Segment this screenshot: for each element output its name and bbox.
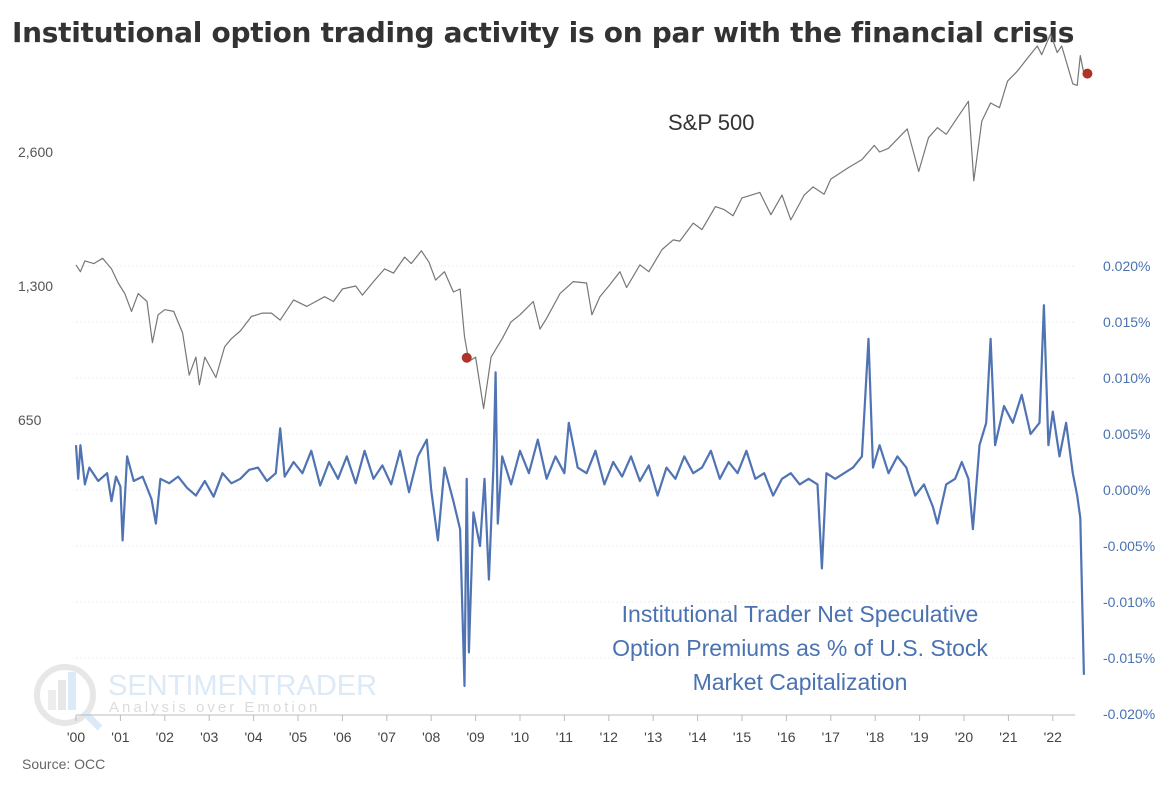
- x-axis-tick-label: '20: [955, 729, 973, 745]
- x-axis-tick-label: '04: [244, 729, 262, 745]
- x-axis-tick-label: '02: [156, 729, 174, 745]
- x-axis-tick-label: '19: [910, 729, 928, 745]
- left-axis-tick-label: 650: [18, 412, 42, 428]
- left-axis-tick-label: 1,300: [18, 278, 53, 294]
- sp500-label: S&P 500: [668, 110, 754, 135]
- x-axis-tick-label: '09: [466, 729, 484, 745]
- watermark-logo-icon: [34, 664, 96, 726]
- sp500-line: [75, 33, 1085, 410]
- x-axis-tick-label: '01: [111, 729, 129, 745]
- x-axis-tick-label: '21: [999, 729, 1017, 745]
- x-axis-tick-label: '05: [289, 729, 307, 745]
- x-axis-tick-label: '15: [733, 729, 751, 745]
- sp500-marker-dot: [461, 352, 472, 363]
- source-note: Source: OCC: [22, 756, 106, 772]
- x-axis-tick-label: '14: [688, 729, 706, 745]
- right-axis-tick-label: 0.010%: [1103, 370, 1150, 386]
- left-axis-tick-label: 2,600: [18, 144, 53, 160]
- right-axis-tick-label: -0.020%: [1103, 706, 1155, 722]
- x-axis-tick-label: '22: [1044, 729, 1062, 745]
- sp500-marker-dot: [1082, 68, 1093, 79]
- chart-title: Institutional option trading activity is…: [12, 16, 1075, 49]
- right-axis-tick-label: -0.015%: [1103, 650, 1155, 666]
- right-axis-tick-label: -0.005%: [1103, 538, 1155, 554]
- x-axis-tick-label: '10: [511, 729, 529, 745]
- right-axis-tick-label: 0.015%: [1103, 314, 1150, 330]
- options-label-line: Market Capitalization: [693, 669, 908, 695]
- right-axis-tick-label: -0.010%: [1103, 594, 1155, 610]
- options-label-line: Institutional Trader Net Speculative: [622, 601, 979, 627]
- options-premium-line: [74, 304, 1085, 688]
- options-label-line: Option Premiums as % of U.S. Stock: [612, 635, 988, 661]
- options-series-label: Institutional Trader Net Speculative Opt…: [612, 601, 988, 695]
- sentimentrader-watermark: SENTIMENTRADER Analysis over Emotion: [34, 664, 377, 731]
- watermark-brand: SENTIMENTRADER: [108, 670, 377, 702]
- right-axis-tick-label: 0.005%: [1103, 426, 1150, 442]
- x-axis-tick-label: '08: [422, 729, 440, 745]
- x-axis-tick-label: '12: [600, 729, 618, 745]
- x-axis-tick-label: '16: [777, 729, 795, 745]
- x-axis-tick-label: '11: [556, 729, 573, 745]
- x-axis-tick-label: '06: [333, 729, 351, 745]
- x-axis-tick-label: '07: [378, 729, 396, 745]
- watermark-tagline: Analysis over Emotion: [109, 699, 320, 716]
- right-axis-tick-label: 0.020%: [1103, 258, 1150, 274]
- x-axis-tick-label: '13: [644, 729, 662, 745]
- right-axis-tick-label: 0.000%: [1103, 482, 1150, 498]
- x-axis-tick-label: '17: [822, 729, 840, 745]
- x-axis-tick-label: '18: [866, 729, 884, 745]
- x-axis-tick-label: '03: [200, 729, 218, 745]
- x-axis-tick-label: '00: [67, 729, 85, 745]
